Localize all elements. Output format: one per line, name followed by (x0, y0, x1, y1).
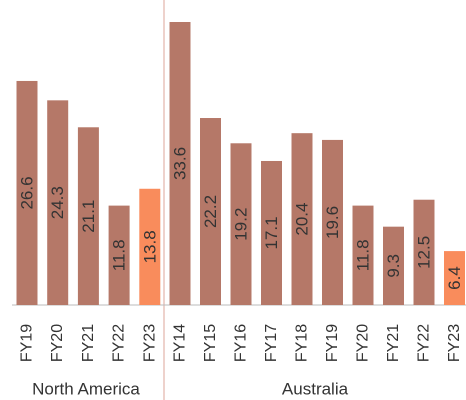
bar (352, 205, 374, 305)
bar (47, 100, 69, 306)
bar (413, 199, 435, 305)
group-label: Australia (282, 380, 349, 399)
x-tick-label: FY17 (263, 324, 280, 362)
value-label: 13.8 (140, 230, 159, 263)
value-label: 20.4 (293, 203, 312, 236)
x-tick-label: FY22 (111, 324, 128, 362)
x-tick-label: FY14 (172, 324, 189, 362)
bar (169, 22, 191, 305)
value-label: 17.1 (262, 216, 281, 249)
x-tick-label: FY20 (49, 324, 66, 362)
x-tick-label: FY20 (355, 324, 372, 362)
x-tick-label: FY23 (446, 324, 463, 362)
value-label: 11.8 (354, 239, 373, 271)
value-label: 21.1 (79, 200, 98, 233)
value-label: 12.5 (415, 236, 434, 269)
value-label: 33.6 (171, 147, 190, 180)
value-label: 9.3 (384, 254, 403, 278)
value-label: 11.8 (110, 239, 129, 271)
bar (291, 133, 313, 305)
value-label: 22.2 (201, 195, 220, 228)
x-tick-label: FY18 (294, 324, 311, 362)
x-tick-label: FY19 (19, 324, 36, 362)
bar (200, 118, 221, 306)
value-label: 19.6 (323, 206, 342, 239)
x-tick-label: FY15 (202, 324, 219, 362)
bar (230, 143, 252, 305)
bar (77, 127, 99, 305)
bar (383, 226, 404, 305)
x-tick-label: FY21 (385, 324, 402, 362)
value-label: 6.4 (445, 266, 464, 290)
bar (139, 188, 161, 305)
value-label: 26.6 (18, 176, 37, 209)
x-tick-label: FY21 (80, 324, 97, 362)
x-tick-label: FY23 (141, 324, 158, 362)
bar (16, 80, 38, 305)
bar (444, 251, 465, 305)
bar (108, 205, 130, 305)
bar (322, 139, 343, 305)
group-label: North America (32, 380, 140, 399)
value-label: 19.2 (232, 208, 251, 241)
bar (261, 160, 282, 305)
x-tick-label: FY22 (416, 324, 433, 362)
value-label: 24.3 (48, 186, 67, 219)
x-tick-label: FY19 (324, 324, 341, 362)
x-tick-label: FY16 (233, 324, 250, 362)
